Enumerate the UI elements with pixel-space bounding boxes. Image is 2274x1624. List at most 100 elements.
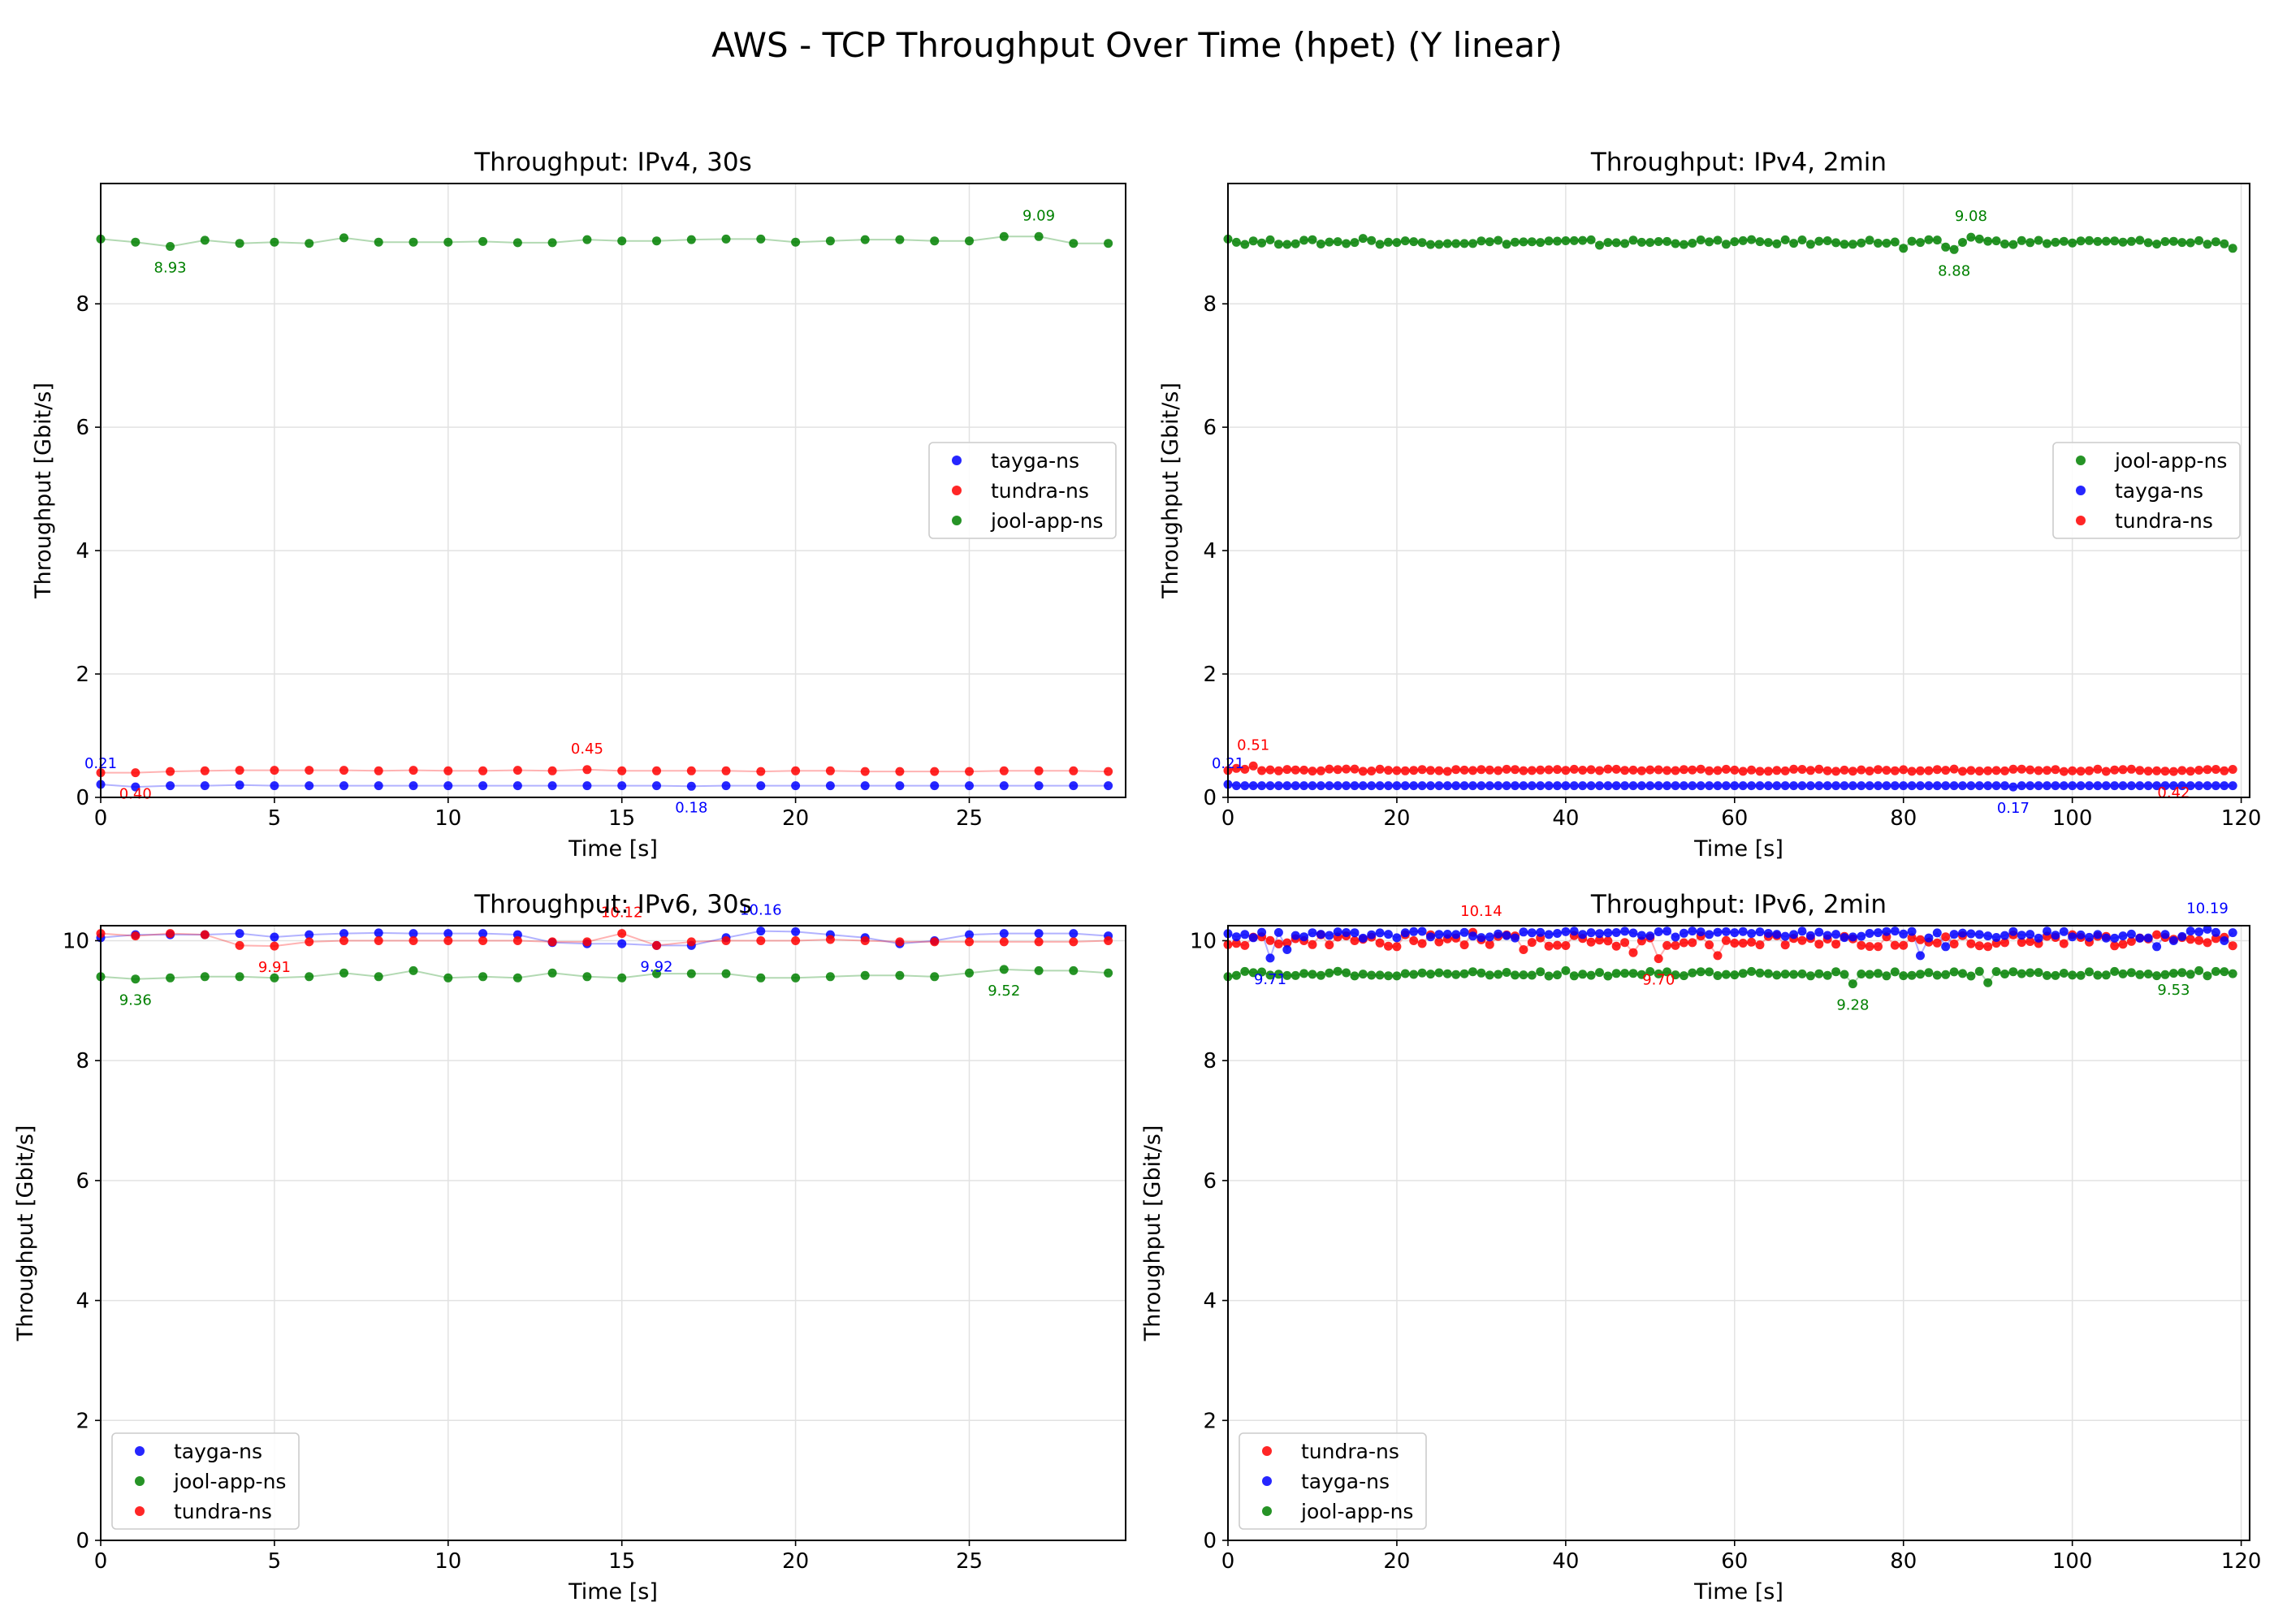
data-point-jool-app-ns	[1316, 970, 1325, 980]
data-point-tayga-ns	[617, 939, 627, 948]
data-point-tayga-ns	[825, 781, 835, 791]
legend-label-jool-app-ns: jool-app-ns	[1300, 1500, 1413, 1523]
data-point-tundra-ns	[1814, 939, 1824, 949]
data-point-tundra-ns	[1400, 766, 1410, 775]
data-point-tundra-ns	[1544, 765, 1554, 775]
data-point-tundra-ns	[2110, 941, 2120, 951]
data-point-tundra-ns	[1561, 941, 1571, 950]
data-point-jool-app-ns	[965, 236, 974, 246]
data-point-jool-app-ns	[166, 242, 175, 251]
data-point-tundra-ns	[1034, 766, 1044, 775]
data-point-jool-app-ns	[1248, 236, 1258, 246]
data-point-tundra-ns	[547, 766, 557, 775]
data-point-tundra-ns	[1882, 766, 1891, 775]
data-point-jool-app-ns	[1240, 966, 1250, 976]
data-point-tundra-ns	[1069, 766, 1079, 775]
data-point-jool-app-ns	[1831, 238, 1841, 248]
data-point-jool-app-ns	[1924, 968, 1934, 978]
data-point-tayga-ns	[1358, 933, 1368, 943]
data-point-tundra-ns	[1654, 765, 1663, 775]
data-point-jool-app-ns	[1595, 968, 1604, 978]
data-point-jool-app-ns	[2143, 970, 2153, 978]
data-point-tundra-ns	[1384, 766, 1393, 775]
data-point-jool-app-ns	[1282, 240, 1292, 249]
data-point-tundra-ns	[1797, 935, 1807, 945]
data-point-jool-app-ns	[895, 235, 905, 244]
data-point-jool-app-ns	[443, 237, 453, 247]
data-point-tayga-ns	[1417, 926, 1427, 936]
data-point-tayga-ns	[200, 781, 210, 791]
x-tick-label: 5	[268, 1549, 282, 1574]
data-point-jool-app-ns	[686, 235, 696, 244]
legend-box	[1239, 1432, 1427, 1530]
data-label: 9.52	[988, 983, 1020, 1000]
data-point-jool-app-ns	[1536, 238, 1546, 248]
data-point-tayga-ns	[1645, 931, 1655, 941]
data-point-tayga-ns	[1595, 929, 1604, 939]
data-point-tayga-ns	[2043, 926, 2051, 936]
data-point-tayga-ns	[2101, 781, 2111, 791]
y-tick-label: 10	[63, 929, 89, 953]
data-point-jool-app-ns	[1603, 238, 1613, 248]
data-point-tundra-ns	[1713, 951, 1723, 961]
data-point-tayga-ns	[1561, 781, 1571, 791]
data-point-jool-app-ns	[1451, 239, 1461, 248]
data-point-jool-app-ns	[1645, 967, 1655, 976]
series-line-jool-app-ns	[100, 968, 1109, 980]
data-point-jool-app-ns	[1780, 235, 1790, 244]
data-point-jool-app-ns	[791, 237, 801, 247]
data-point-jool-app-ns	[512, 973, 522, 983]
data-point-jool-app-ns	[1569, 235, 1579, 245]
data-point-tayga-ns	[339, 929, 348, 939]
y-tick-label: 6	[1203, 1169, 1217, 1194]
data-point-jool-app-ns	[1595, 240, 1604, 250]
data-point-tundra-ns	[1721, 764, 1731, 774]
data-point-jool-app-ns	[1747, 966, 1757, 976]
data-point-tayga-ns	[1620, 926, 1630, 936]
subplot-1: 0.210.400.450.188.939.090 5 10 15 20 2502468T…	[31, 148, 1126, 862]
y-tick-label: 2	[1203, 1409, 1217, 1433]
data-point-tayga-ns	[2135, 933, 2145, 943]
data-point-jool-app-ns	[2203, 971, 2212, 981]
data-point-jool-app-ns	[1814, 969, 1824, 978]
data-point-tayga-ns	[1805, 781, 1815, 791]
data-point-tayga-ns	[1290, 781, 1300, 791]
data-point-tayga-ns	[2008, 782, 2018, 792]
data-point-jool-app-ns	[1636, 970, 1646, 979]
data-point-jool-app-ns	[2017, 235, 2026, 245]
data-label: 9.36	[119, 992, 152, 1009]
data-point-jool-app-ns	[1544, 236, 1554, 246]
data-point-tayga-ns	[1468, 781, 1477, 791]
y-tick-label: 2	[1203, 663, 1217, 687]
data-point-tayga-ns	[2194, 927, 2204, 937]
data-point-tundra-ns	[1721, 935, 1731, 945]
data-point-jool-app-ns	[1907, 970, 1917, 980]
data-point-tundra-ns	[2025, 937, 2035, 946]
data-point-tayga-ns	[1519, 781, 1528, 791]
data-point-tundra-ns	[270, 766, 279, 775]
data-point-jool-app-ns	[2220, 239, 2229, 248]
data-point-tundra-ns	[1966, 766, 1976, 775]
data-point-jool-app-ns	[1231, 237, 1241, 247]
data-point-jool-app-ns	[166, 973, 175, 983]
data-point-tayga-ns	[1966, 781, 1976, 791]
data-point-tayga-ns	[305, 781, 314, 791]
data-point-jool-app-ns	[1400, 236, 1410, 246]
data-point-tayga-ns	[1265, 953, 1275, 963]
data-point-tayga-ns	[1350, 928, 1360, 938]
data-point-tayga-ns	[1603, 928, 1613, 938]
data-point-tundra-ns	[652, 940, 661, 950]
data-point-tundra-ns	[1688, 938, 1697, 948]
data-point-jool-app-ns	[1553, 970, 1562, 980]
data-point-jool-app-ns	[1544, 971, 1554, 981]
data-point-jool-app-ns	[2135, 235, 2145, 245]
data-point-tundra-ns	[825, 766, 835, 775]
data-point-tayga-ns	[2160, 930, 2170, 939]
data-point-jool-app-ns	[2110, 966, 2120, 976]
data-point-tundra-ns	[1569, 764, 1579, 774]
data-point-tayga-ns	[305, 930, 314, 939]
data-point-tundra-ns	[1974, 767, 1984, 776]
data-point-tayga-ns	[1874, 781, 1883, 791]
data-label: 9.70	[1642, 972, 1675, 989]
data-point-jool-app-ns	[2059, 969, 2069, 978]
